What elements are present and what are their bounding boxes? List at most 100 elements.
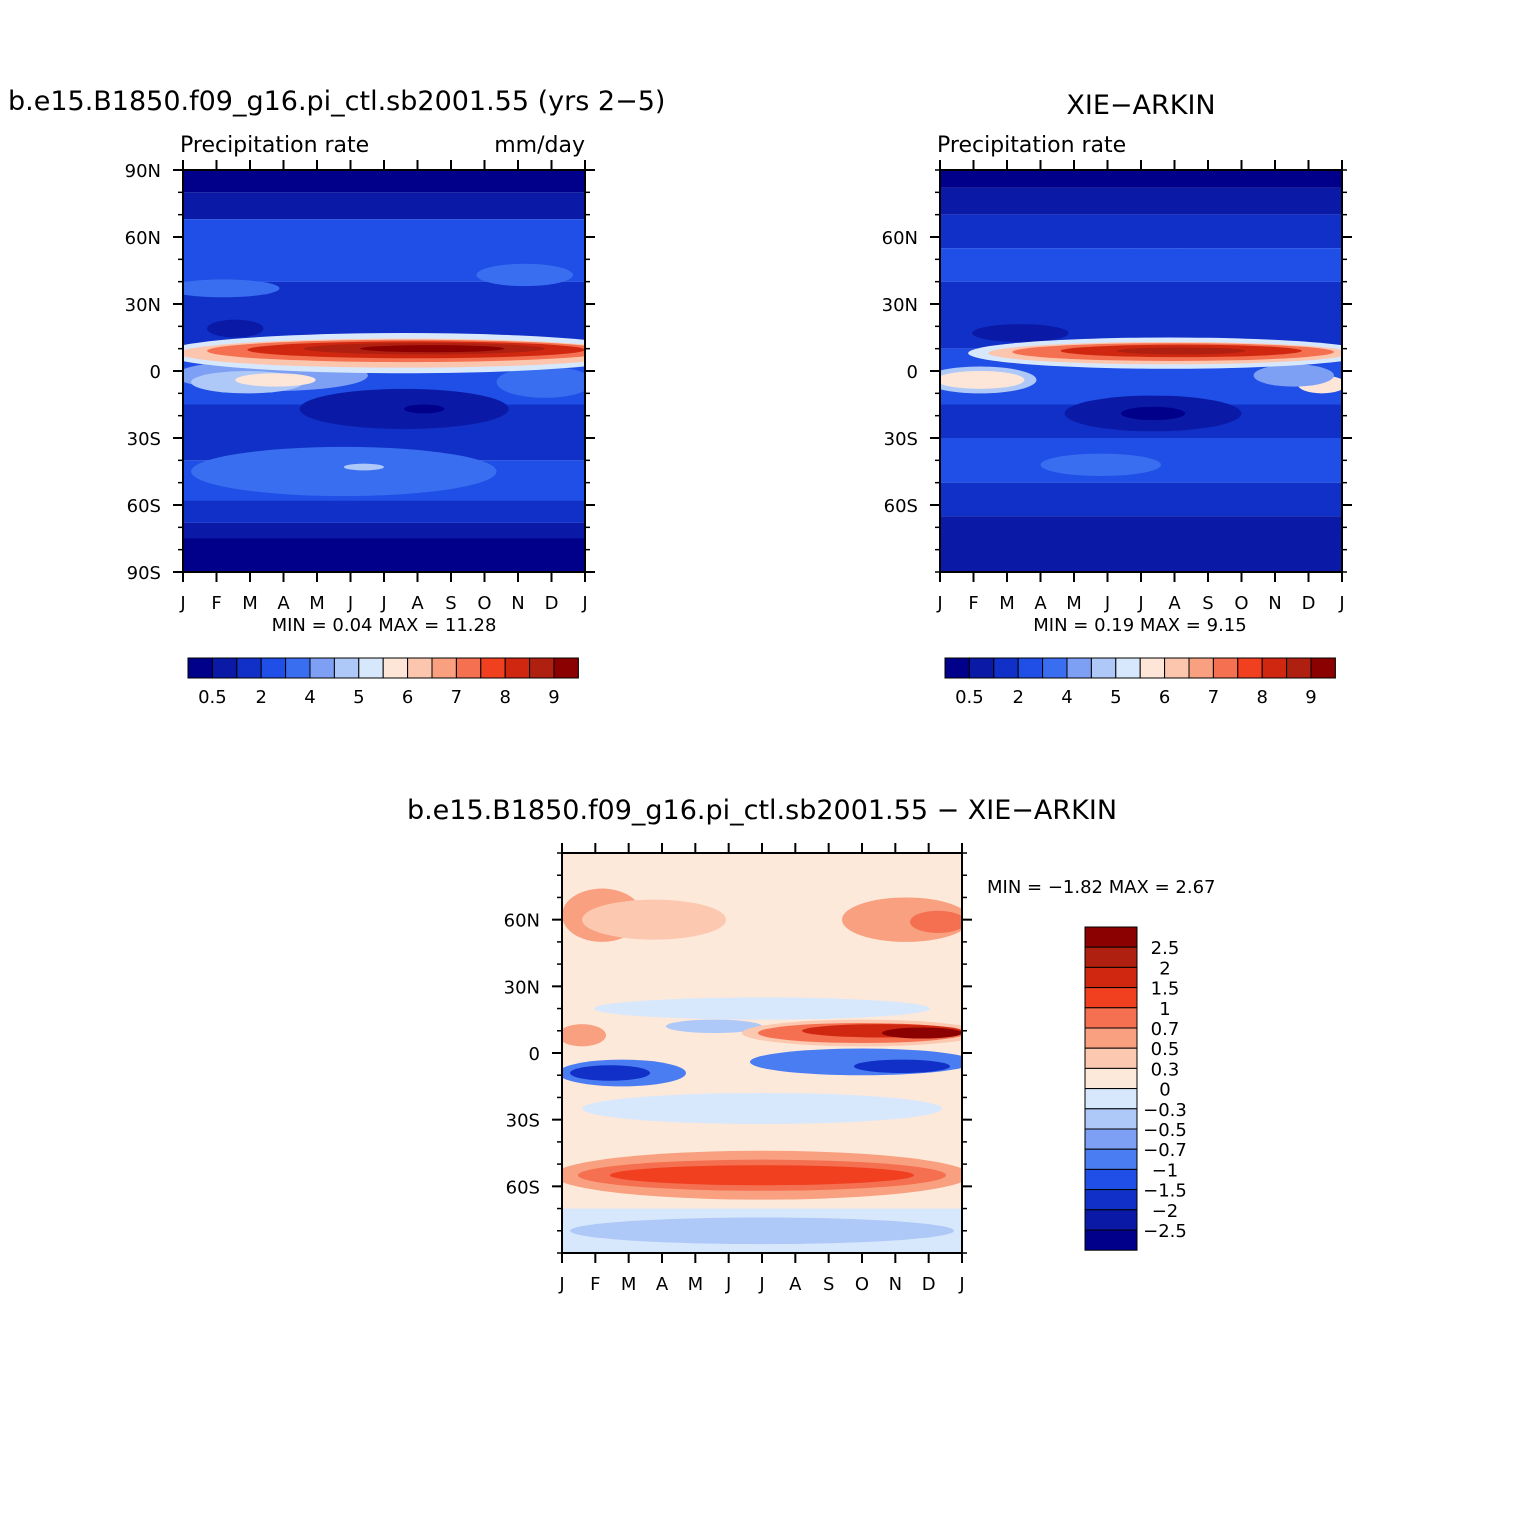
panel-obs-minmax: MIN = 0.19 MAX = 9.15 — [1033, 615, 1246, 636]
panel-obs-subtitle: Precipitation rate — [937, 133, 1126, 158]
colorbar-label: 1.5 — [1151, 979, 1180, 1000]
x-tick-label: J — [1137, 593, 1143, 614]
colorbar-swatch — [1164, 657, 1190, 679]
x-tick-label: N — [511, 593, 524, 614]
x-tick-label: O — [1234, 593, 1248, 614]
colorbar-swatch — [455, 657, 482, 679]
x-tick-label: S — [823, 1274, 834, 1295]
colorbar-label: 5 — [353, 687, 364, 708]
x-tick-label: A — [1168, 593, 1181, 614]
colorbar-swatch — [1066, 657, 1092, 679]
panel-obs-contour-field — [940, 170, 1342, 572]
colorbar-swatch — [309, 657, 335, 679]
x-tick-label: J — [179, 593, 185, 614]
x-tick-label: M — [999, 593, 1015, 614]
colorbar-label: −1.5 — [1143, 1181, 1187, 1202]
x-tick-label: J — [936, 593, 942, 614]
colorbar-label: 2 — [1159, 958, 1170, 979]
x-tick-label: J — [380, 593, 386, 614]
colorbar-label: 7 — [1208, 687, 1219, 708]
y-tick-label: 60N — [504, 911, 540, 932]
colorbar-swatch — [1084, 1148, 1138, 1170]
colorbar-swatch — [993, 657, 1019, 679]
colorbar-label: −0.5 — [1143, 1120, 1187, 1141]
colorbar-label: 9 — [548, 687, 559, 708]
x-tick-label: D — [545, 593, 559, 614]
colorbar-swatch — [1084, 1027, 1138, 1049]
colorbar-label: −2.5 — [1143, 1221, 1187, 1242]
x-tick-label: A — [656, 1274, 669, 1295]
colorbar-swatch — [407, 657, 433, 679]
colorbar-swatch — [1261, 657, 1288, 679]
y-tick-label: 30S — [506, 1111, 540, 1132]
colorbar-label: 0.3 — [1151, 1059, 1180, 1080]
colorbar-label: −2 — [1152, 1201, 1179, 1222]
y-tick-label: 30N — [882, 295, 918, 316]
colorbar-swatch — [382, 657, 409, 679]
colorbar-label: 0.5 — [1151, 1039, 1180, 1060]
panel-model-colorbar: 0.5 2 4 5 6 7 8 9 — [187, 657, 579, 708]
x-tick-label: O — [855, 1274, 869, 1295]
x-tick-label: M — [309, 593, 325, 614]
colorbar-swatch — [1084, 966, 1138, 989]
colorbar-swatch — [285, 657, 311, 679]
y-tick-label: 30S — [884, 429, 918, 450]
colorbar-swatch — [1310, 657, 1336, 679]
y-tick-label: 90N — [125, 161, 161, 182]
panel-diff-minmax: MIN = −1.82 MAX = 2.67 — [987, 877, 1216, 898]
colorbar-label: 4 — [1061, 687, 1072, 708]
colorbar-swatch — [1084, 987, 1138, 1009]
colorbar-swatch — [1212, 657, 1239, 679]
colorbar-swatch — [1084, 1168, 1138, 1191]
colorbar-swatch — [1084, 926, 1138, 948]
colorbar-swatch — [1237, 657, 1263, 679]
panel-model-minmax: MIN = 0.04 MAX = 11.28 — [272, 615, 497, 636]
colorbar-label: 6 — [402, 687, 413, 708]
panel-model: b.e15.B1850.f09_g16.pi_ctl.sb2001.55 (yr… — [8, 86, 665, 708]
x-tick-label: A — [789, 1274, 802, 1295]
colorbar-swatch — [1090, 657, 1117, 679]
y-tick-label: 60N — [125, 228, 161, 249]
x-tick-label: F — [968, 593, 978, 614]
x-tick-label: S — [445, 593, 456, 614]
colorbar-swatch — [431, 657, 457, 679]
y-tick-label: 30S — [127, 429, 161, 450]
x-tick-label: M — [688, 1274, 704, 1295]
colorbar-label: 2.5 — [1151, 938, 1180, 959]
colorbar-swatch — [1084, 1108, 1138, 1130]
colorbar-label: 1 — [1159, 999, 1170, 1020]
x-tick-label: N — [1268, 593, 1281, 614]
x-tick-label: J — [958, 1274, 964, 1295]
colorbar-swatch — [1084, 1007, 1138, 1029]
x-tick-label: F — [590, 1274, 600, 1295]
colorbar-swatch — [1084, 1209, 1138, 1231]
colorbar-swatch — [333, 657, 360, 679]
colorbar-label: 8 — [499, 687, 510, 708]
colorbar-swatch — [1084, 1128, 1138, 1150]
y-tick-label: 30N — [504, 977, 540, 998]
x-tick-label: D — [922, 1274, 936, 1295]
colorbar-swatch — [1188, 657, 1214, 679]
x-tick-label: J — [1104, 593, 1110, 614]
x-tick-label: S — [1202, 593, 1213, 614]
colorbar-swatch — [1042, 657, 1068, 679]
x-tick-label: D — [1302, 593, 1316, 614]
colorbar-swatch — [1084, 1189, 1138, 1211]
colorbar-swatch — [260, 657, 287, 679]
x-tick-label: A — [1034, 593, 1047, 614]
colorbar-swatch — [1017, 657, 1044, 679]
colorbar-swatch — [1084, 1088, 1138, 1110]
x-tick-label: J — [347, 593, 353, 614]
x-tick-label: M — [242, 593, 258, 614]
colorbar-swatch — [529, 657, 555, 679]
colorbar-swatch — [504, 657, 531, 679]
y-tick-label: 0 — [150, 362, 161, 383]
colorbar-swatch — [211, 657, 238, 679]
colorbar-swatch — [1286, 657, 1312, 679]
x-tick-label: J — [581, 593, 587, 614]
x-tick-label: A — [277, 593, 290, 614]
colorbar-label: 7 — [451, 687, 462, 708]
